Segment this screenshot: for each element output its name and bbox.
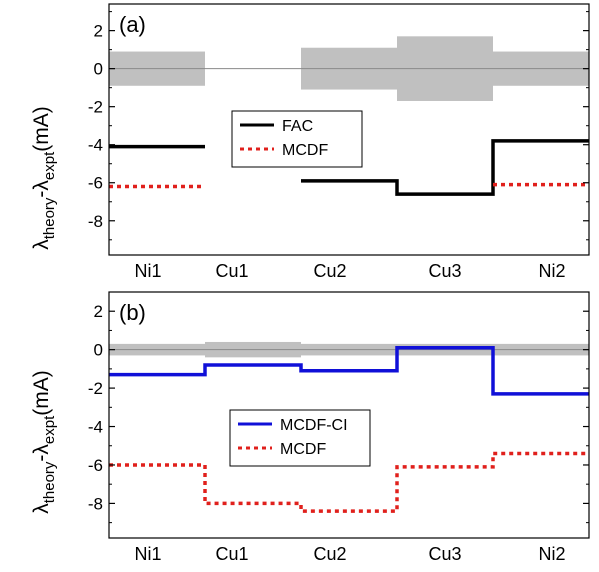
legend-label: MCDF	[282, 142, 328, 159]
y-axis-label-b: λtheory-λexpt(mA)	[30, 370, 58, 514]
y-tick-label: 0	[94, 60, 103, 79]
y-label-sub-expt: expt	[41, 151, 58, 180]
legend-box	[229, 409, 371, 467]
panel-a: 2 0 -2 -4 -6 -8 Ni1 Cu1 Cu2 Cu3 Ni2 (a) FAC MCDF	[88, 3, 590, 281]
y-tick-label: -6	[88, 174, 103, 193]
legend-box	[231, 110, 363, 168]
y-label-minus-lambda: -λ	[30, 444, 53, 462]
panel-b: 2 0 -2 -4 -6 -8 Ni1 Cu1 Cu2 Cu3 Ni2 (b) MCDF-CI MCDF	[88, 291, 590, 564]
series-mcdf-ci	[109, 345, 589, 396]
plot-frame	[108, 291, 590, 539]
y-label-lambda: λ	[30, 239, 53, 250]
y-label-sub-theory: theory	[41, 461, 58, 503]
x-category-label: Cu1	[215, 261, 248, 281]
x-category-label: Ni1	[134, 261, 161, 281]
x-category-label: Ni2	[538, 261, 565, 281]
y-label-unit: (mA)	[30, 106, 53, 152]
series-line	[109, 451, 589, 513]
series-fac	[109, 139, 589, 196]
y-tick-label: -2	[88, 98, 103, 117]
x-category-label: Cu2	[313, 544, 346, 564]
y-tick-label: -4	[88, 136, 103, 155]
series-mcdf	[109, 451, 589, 513]
y-tick-label: 2	[94, 22, 103, 41]
legend-label: FAC	[282, 118, 313, 135]
x-category-label: Cu1	[215, 544, 248, 564]
y-label-sub-expt: expt	[41, 415, 58, 444]
series-line	[109, 345, 589, 396]
y-axis-label-a: λtheory-λexpt(mA)	[30, 106, 58, 250]
y-tick-label: -2	[88, 379, 103, 398]
y-tick-label: 2	[94, 302, 103, 321]
y-tick-label: 0	[94, 341, 103, 360]
panel-label: (b)	[119, 300, 146, 325]
series-line	[109, 182, 589, 189]
legend-label: MCDF-CI	[280, 417, 348, 434]
x-category-label: Ni2	[538, 544, 565, 564]
plot-frame	[108, 3, 590, 256]
y-label-sub-theory: theory	[41, 197, 58, 239]
y-label-lambda: λ	[30, 503, 53, 514]
y-label-minus-lambda: -λ	[30, 180, 53, 198]
series-mcdf	[109, 182, 589, 189]
y-tick-label: -4	[88, 418, 103, 437]
series-line	[109, 139, 589, 196]
panel-label: (a)	[119, 12, 146, 37]
x-category-label: Cu2	[313, 261, 346, 281]
x-category-label: Ni1	[134, 544, 161, 564]
svg-text:λtheory-λexpt(mA): λtheory-λexpt(mA)	[30, 370, 58, 514]
legend: FAC MCDF	[231, 110, 363, 168]
legend: MCDF-CI MCDF	[229, 409, 371, 467]
x-category-label: Cu3	[428, 261, 461, 281]
x-category-label: Cu3	[428, 544, 461, 564]
legend-label: MCDF	[280, 441, 326, 458]
y-tick-label: -8	[88, 494, 103, 513]
y-tick-label: -8	[88, 212, 103, 231]
y-label-unit: (mA)	[30, 370, 53, 416]
y-tick-label: -6	[88, 456, 103, 475]
svg-text:λtheory-λexpt(mA): λtheory-λexpt(mA)	[30, 106, 58, 250]
